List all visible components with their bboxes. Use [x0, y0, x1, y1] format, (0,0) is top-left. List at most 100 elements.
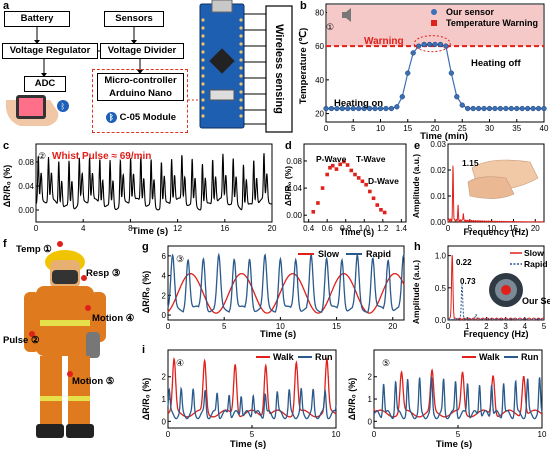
e-xtick-label: 15	[509, 224, 518, 233]
h-xtick-label: 5	[542, 322, 547, 331]
h-slow-line	[447, 255, 545, 321]
h-ytick-label: 0.5	[435, 284, 447, 293]
g-xtick-label: 0	[166, 322, 171, 331]
panel-a-graphics: ᛒ	[5, 0, 293, 133]
b-data-point	[459, 102, 465, 108]
b-data-point	[503, 105, 509, 112]
i2-xtick-label: 0	[372, 430, 377, 439]
e-spectrum-line	[447, 165, 545, 224]
h-xtick-label: 2	[484, 322, 489, 331]
i-left-legend-walk: Walk	[273, 352, 295, 362]
d-plot-frame	[303, 143, 407, 223]
b-data-point	[481, 105, 487, 112]
panel-g-chart: 0 5 10 15 20 0 2 4 6 ③ Slow Rapid Time (s) ΔR/R₀…	[141, 245, 405, 340]
g-ylabel: ΔR/R₀ (%)	[141, 271, 151, 314]
i-left-legend-run: Run	[315, 352, 333, 362]
b-data-point	[497, 105, 504, 112]
b-xtick-label: 30	[485, 124, 494, 133]
c-circled-number: ②	[38, 151, 46, 161]
e-ytick-label: 0.01	[430, 192, 446, 201]
e-ytick-label: 0.02	[430, 166, 446, 175]
i-left-xlabel: Time (s)	[230, 439, 266, 450]
e-xtick-label: 5	[468, 224, 473, 233]
d-p-wave: P-Wave	[316, 154, 347, 164]
g-plot-frame	[167, 245, 405, 321]
c-xtick-label: 0	[34, 224, 39, 233]
b-xtick-label: 25	[458, 124, 467, 133]
e-ytick-label: 0.00	[430, 218, 446, 227]
sensors-box: Sensors	[104, 11, 164, 27]
wireless-sensing-box: Wireless sensing	[266, 6, 292, 132]
g-legend-slow: Slow	[318, 249, 340, 259]
i2-ytick-label: 2	[368, 373, 373, 382]
f-pulse-label: Pulse ②	[3, 335, 40, 346]
arduino-board-image	[199, 0, 245, 129]
d-ytick-label: 0.08	[286, 157, 302, 166]
h-xtick-label: 1	[465, 322, 470, 331]
b-data-point	[410, 50, 416, 56]
firefighter-image	[24, 241, 106, 438]
h-ytick-label: 1.0	[435, 252, 447, 261]
b-ytick-label: 20	[315, 110, 324, 119]
b-data-point	[535, 105, 542, 112]
f-resp-label: Resp ③	[86, 268, 121, 279]
i1-xtick-label: 5	[250, 430, 255, 439]
d-data-point	[364, 182, 368, 187]
b-data-point	[350, 105, 356, 112]
panel-b-chart: 0 5 10 15 20 25 30 35 40 20 40 60 80 ① Our sensor Te…	[298, 3, 549, 142]
d-xtick-label: 0.4	[303, 224, 315, 233]
bluetooth-icon: ᛒ	[105, 111, 117, 123]
e-ytick-label: 0.03	[430, 140, 446, 149]
panel-d-letter: d	[285, 140, 292, 152]
i-left-circled: ④	[176, 358, 184, 368]
h-peak-rapid: 0.73	[460, 277, 476, 286]
i1-ytick-label: 1	[162, 395, 167, 404]
f-motion4-label: Motion ④	[92, 313, 135, 324]
b-circled-number: ①	[326, 22, 334, 32]
panel-f-letter: f	[3, 238, 7, 250]
c-xlabel: Time (s)	[132, 226, 168, 237]
g-xtick-label: 20	[388, 322, 397, 331]
b-xtick-label: 10	[376, 124, 385, 133]
d-ylabel: ΔR/R₀ (%)	[283, 166, 293, 206]
d-data-point	[379, 207, 383, 212]
svg-text:ᛒ: ᛒ	[61, 102, 66, 111]
c-xtick-label: 12	[173, 224, 182, 233]
d-data-point	[371, 196, 376, 201]
wrist-image	[467, 159, 539, 199]
i2-ytick-label: 0	[368, 417, 373, 426]
d-data-point	[328, 165, 332, 170]
b-data-point	[470, 105, 476, 112]
i1-ytick-label: 2	[162, 373, 167, 382]
b-data-point	[432, 41, 438, 48]
d-data-point	[342, 159, 346, 164]
b-data-point	[525, 105, 531, 112]
b-data-point	[416, 43, 422, 49]
e-peak-label: 1.15	[462, 158, 479, 168]
e-xtick-label: 20	[531, 224, 540, 233]
b-data-point	[514, 105, 520, 112]
i-left-ylabel: ΔR/R₀ (%)	[141, 378, 151, 421]
i-right-circled: ⑤	[382, 358, 390, 368]
b-ytick-label: 40	[315, 76, 324, 85]
d-data-point	[334, 167, 339, 171]
h-xtick-label: 0	[446, 322, 451, 331]
mcu-box: Micro-controller Arduino Nano	[97, 73, 184, 101]
g-rapid-line	[167, 252, 405, 313]
c-xtick-label: 4	[81, 224, 86, 233]
b-legend-warning: Temperature Warning	[446, 18, 538, 28]
b-data-point	[486, 105, 493, 112]
d-xtick-label: 1.2	[377, 224, 389, 233]
panel-e-chart: 0 5 10 15 20 0.00 0.01 0.02 0.03 1.15 Frequency …	[411, 140, 545, 237]
b-warning-annotation: Warning	[364, 36, 404, 47]
b-data-point	[492, 105, 498, 112]
i2-xtick-label: 5	[456, 430, 461, 439]
d-data-point	[345, 163, 350, 167]
h-xlabel: Frequency (Hz)	[463, 329, 528, 339]
mcu-line2: Arduino Nano	[109, 88, 172, 99]
d-data-point	[360, 179, 365, 184]
c-ylabel: ΔR/R₀ (%)	[2, 165, 12, 208]
d-data-point	[325, 172, 329, 177]
b-data-point	[421, 41, 427, 48]
i2-run-line	[373, 375, 543, 420]
